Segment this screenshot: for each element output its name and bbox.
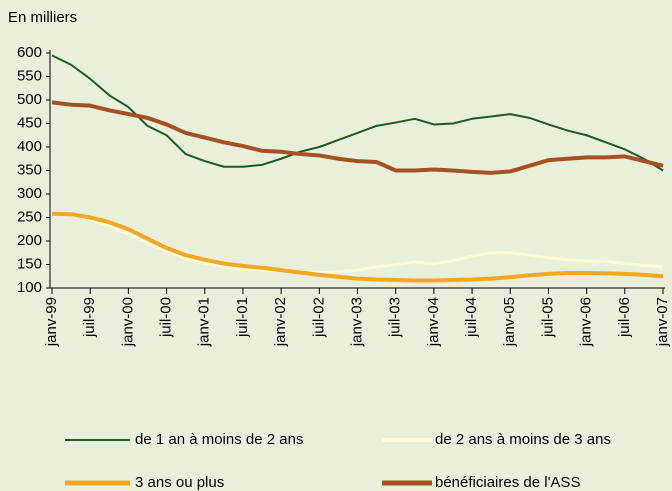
x-tick-label: janv-06 — [578, 297, 595, 347]
x-tick-label: juil-02 — [310, 297, 327, 338]
legend-label: bénéficiaires de l'ASS — [435, 474, 580, 491]
x-tick-label: janv-00 — [119, 297, 136, 347]
y-tick-label: 250 — [17, 208, 42, 225]
x-tick-label: juil-00 — [158, 297, 175, 338]
y-tick-label: 550 — [17, 67, 42, 84]
x-tick-label: juil-03 — [387, 297, 404, 338]
y-tick-label: 450 — [17, 114, 42, 131]
series-line — [51, 100, 664, 175]
y-tick-label: 150 — [17, 255, 42, 272]
y-tick-label: 200 — [17, 232, 42, 249]
x-tick-label: juil-06 — [616, 297, 633, 338]
x-tick-label: janv-04 — [425, 297, 442, 347]
x-tick-label: janv-07 — [654, 297, 671, 347]
x-tick-label: juil-04 — [463, 297, 480, 338]
y-tick-label: 500 — [17, 91, 42, 108]
series-line — [51, 211, 664, 283]
x-tick-label: janv-05 — [501, 297, 518, 347]
legend-label: 3 ans ou plus — [135, 474, 224, 491]
y-tick-label: 600 — [17, 44, 42, 61]
y-tick-label: 300 — [17, 185, 42, 202]
y-axis-label: En milliers — [8, 9, 77, 26]
x-tick-label: janv-99 — [43, 297, 60, 347]
series-line — [51, 210, 664, 274]
legend-label: de 1 an à moins de 2 ans — [135, 431, 303, 448]
y-tick-label: 100 — [17, 279, 42, 296]
y-tick-label: 350 — [17, 161, 42, 178]
series-line — [51, 54, 664, 172]
legend-label: de 2 ans à moins de 3 ans — [435, 431, 611, 448]
y-tick-label: 400 — [17, 138, 42, 155]
x-tick-label: juil-99 — [81, 297, 98, 338]
x-tick-label: janv-01 — [196, 297, 213, 347]
x-tick-label: janv-02 — [272, 297, 289, 347]
x-tick-label: janv-03 — [348, 297, 365, 347]
x-tick-label: juil-05 — [539, 297, 556, 338]
x-tick-label: juil-01 — [234, 297, 251, 338]
